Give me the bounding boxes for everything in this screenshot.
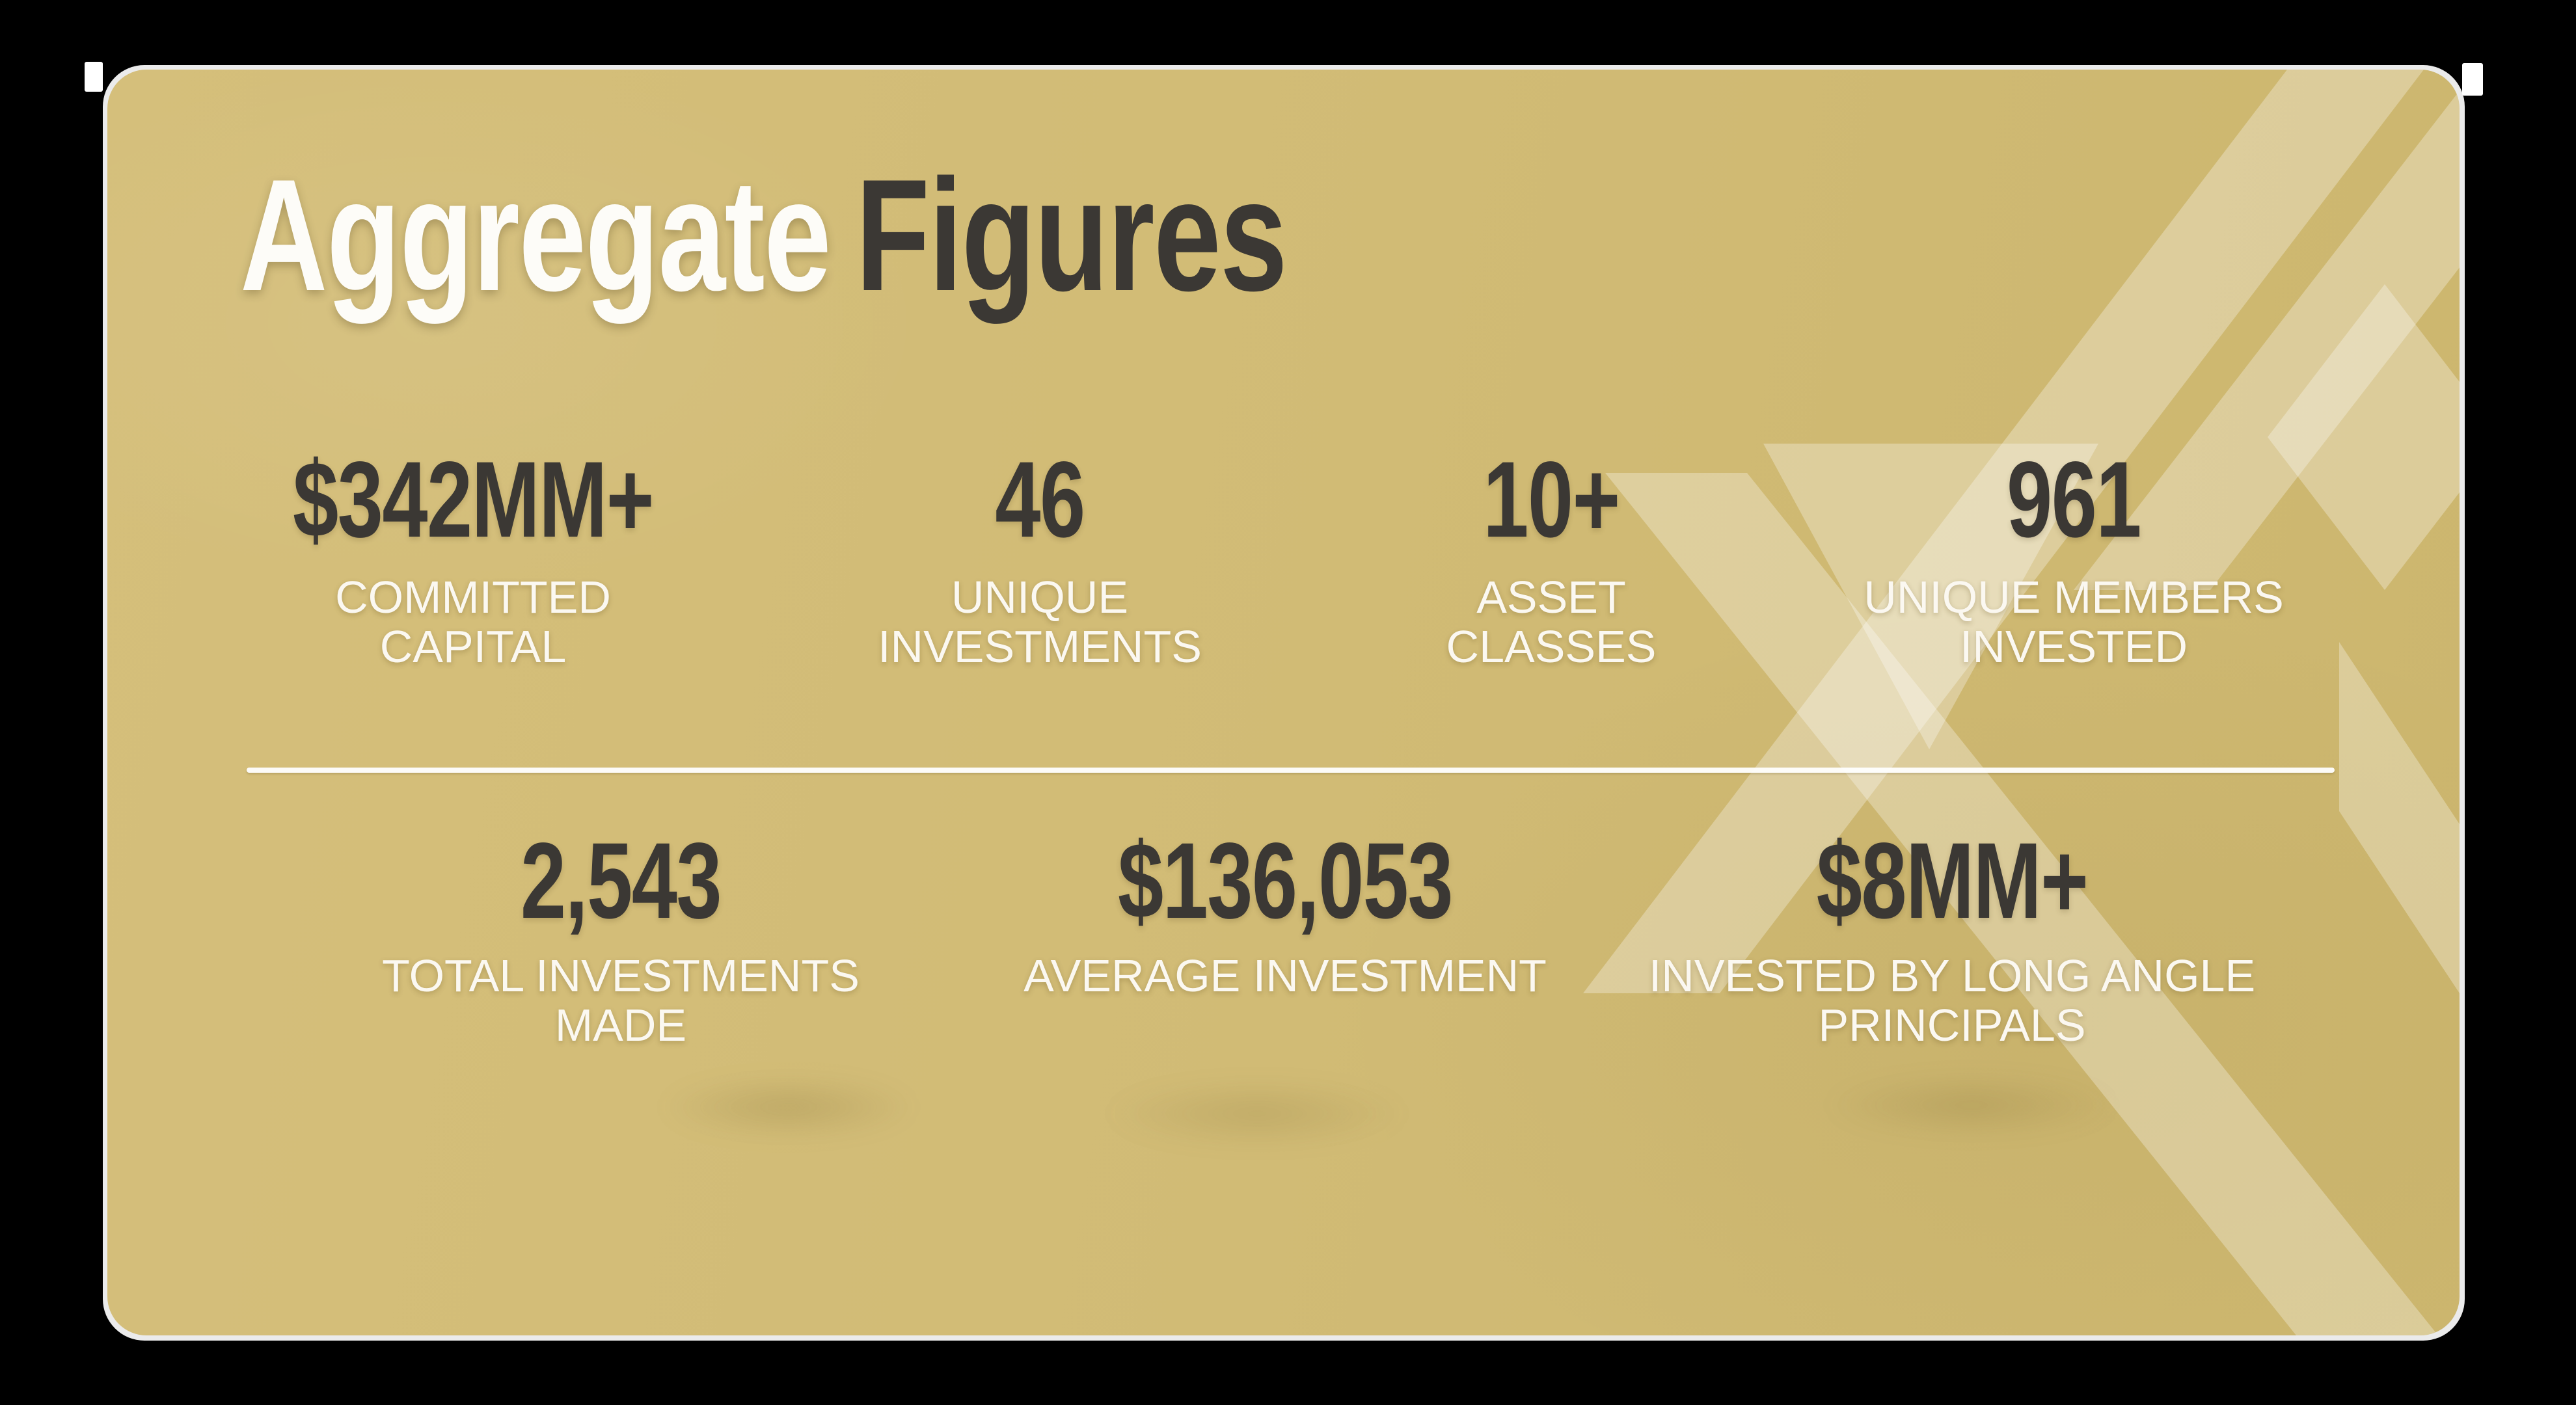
stat-label-line: CLASSES (1446, 621, 1657, 672)
white-corner-artifact-top-left (85, 62, 103, 92)
stat-value: $136,053 (1117, 821, 1454, 941)
stat-label: AVERAGE INVESTMENT (960, 951, 1610, 1000)
stat-unique-members-invested: 961 UNIQUE MEMBERS INVESTED (1748, 440, 2399, 672)
stat-label-line: INVESTED BY LONG ANGLE (1648, 950, 2256, 1001)
stat-label: UNIQUE MEMBERS INVESTED (1748, 572, 2399, 671)
stat-asset-classes: 10+ ASSET CLASSES (1226, 440, 1877, 672)
stat-label-line: TOTAL INVESTMENTS (382, 950, 860, 1001)
stat-label-line: INVESTED (1959, 621, 2188, 672)
stat-label-line: UNIQUE MEMBERS (1864, 572, 2284, 622)
stat-label-line: AVERAGE INVESTMENT (1024, 950, 1547, 1001)
page-title-primary: Aggregate (240, 146, 832, 324)
long-angle-logo-watermark-icon (1583, 70, 2460, 1335)
stat-label-line: INVESTMENTS (878, 621, 1202, 672)
stat-average-investment: $136,053 AVERAGE INVESTMENT (960, 821, 1610, 1001)
stat-label-line: UNIQUE (951, 572, 1129, 622)
stat-total-investments-made: 2,543 TOTAL INVESTMENTS MADE (295, 827, 946, 1050)
stat-label: COMMITTED CAPITAL (148, 572, 798, 671)
stat-label-line: MADE (554, 1000, 687, 1050)
stat-value: 2,543 (520, 821, 722, 941)
stat-label: ASSET CLASSES (1226, 572, 1877, 671)
stat-value: 46 (995, 440, 1085, 560)
stat-unique-investments: 46 UNIQUE INVESTMENTS (714, 440, 1365, 672)
background-smudges (107, 70, 2460, 1335)
stat-label-line: CAPITAL (379, 621, 567, 672)
watermark-diamond (2268, 284, 2460, 590)
stat-invested-by-principals: $8MM+ INVESTED BY LONG ANGLE PRINCIPALS (1627, 827, 2277, 1050)
stat-label-line: PRINCIPALS (1818, 1000, 2086, 1050)
stat-value: 961 (2007, 440, 2141, 560)
stat-label-line: ASSET (1476, 572, 1626, 622)
stat-value: $342MM+ (293, 440, 654, 560)
watermark-band-ne-sw (1583, 70, 2424, 993)
stat-value: 10+ (1483, 440, 1620, 560)
stat-label: UNIQUE INVESTMENTS (714, 572, 1365, 671)
watermark-triangle (1763, 444, 2098, 749)
stat-label: INVESTED BY LONG ANGLE PRINCIPALS (1627, 951, 2277, 1050)
white-corner-artifact-top-right (2462, 63, 2483, 96)
page-title: Aggregate Figures (240, 155, 1288, 315)
stat-committed-capital: $342MM+ COMMITTED CAPITAL (148, 440, 798, 672)
watermark-chevron (2339, 642, 2460, 993)
aggregate-figures-card: Aggregate Figures $342MM+ COMMITTED CAPIT… (107, 70, 2460, 1335)
section-divider-line (247, 768, 2335, 773)
stat-label: TOTAL INVESTMENTS MADE (295, 951, 946, 1050)
page-title-secondary: Figures (856, 146, 1287, 324)
watermark-band-nw-se (1605, 473, 2438, 1335)
stat-label-line: COMMITTED (335, 572, 611, 622)
stat-value: $8MM+ (1816, 821, 2089, 941)
